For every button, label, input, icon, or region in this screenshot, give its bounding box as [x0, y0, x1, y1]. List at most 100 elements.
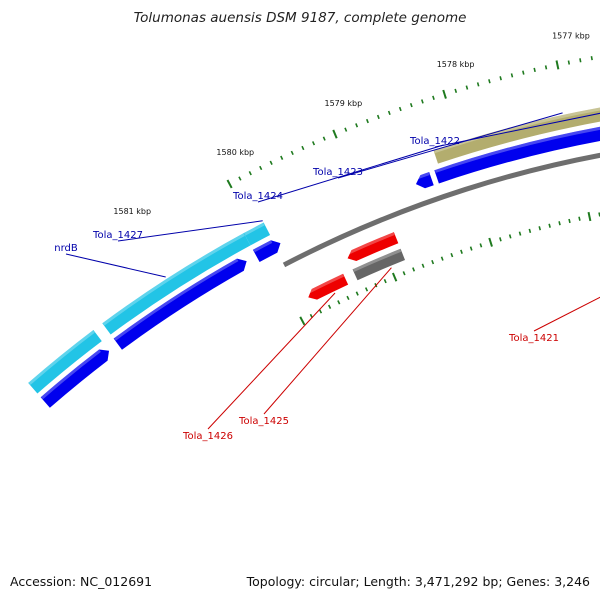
- feature-highlight: [352, 248, 402, 272]
- gene-label-leader: [207, 292, 336, 430]
- feature-highlight: [305, 273, 344, 295]
- scale-label: 1577 kbp: [552, 32, 590, 41]
- cds-arrow[interactable]: [252, 240, 281, 263]
- scale-tick: [280, 155, 284, 160]
- scale-label: 1581 kbp: [113, 207, 151, 216]
- scale-tick: [421, 263, 425, 268]
- feature-highlight: [102, 233, 245, 326]
- feature-track: [28, 107, 600, 408]
- feature-highlight: [244, 222, 265, 236]
- feature-highlight: [253, 240, 273, 253]
- gene-label-leader: [257, 144, 444, 203]
- scale-label: 1580 kbp: [216, 148, 254, 157]
- scale-tick: [376, 114, 380, 120]
- scale-tick: [355, 291, 359, 296]
- scale-tick: [499, 237, 502, 242]
- scale-tick: [383, 278, 387, 284]
- cds-arrow[interactable]: [415, 171, 434, 189]
- scale-tick: [337, 300, 341, 305]
- gene-label[interactable]: nrdB: [54, 243, 78, 254]
- scale-tick: [465, 85, 469, 90]
- gene-block[interactable]: [352, 248, 406, 281]
- scale-tick: [412, 267, 416, 272]
- feature-highlight: [40, 349, 101, 400]
- feature-highlight: [433, 107, 600, 154]
- scale-tick: [398, 106, 402, 112]
- gene-label[interactable]: Tola_1421: [508, 333, 559, 344]
- gene-block[interactable]: [28, 329, 102, 394]
- cds-arrow[interactable]: [434, 114, 600, 184]
- scale-tick: [322, 136, 326, 141]
- gene-label[interactable]: Tola_1424: [232, 191, 283, 202]
- cds-arrow[interactable]: [308, 273, 349, 300]
- scale-tick: [387, 110, 391, 116]
- cds-arrow[interactable]: [347, 232, 399, 262]
- gene-label[interactable]: Tola_1426: [182, 431, 233, 442]
- scale-tick: [587, 211, 592, 222]
- feature-highlight: [113, 258, 239, 341]
- gene-label[interactable]: Tola_1427: [92, 230, 143, 241]
- scale-tick: [510, 73, 514, 78]
- scale-tick: [544, 65, 548, 70]
- scale-tick: [311, 141, 316, 146]
- scale-tick: [533, 67, 536, 73]
- scale-tick: [558, 221, 561, 226]
- scale-tick: [344, 127, 348, 132]
- scale-tick: [528, 228, 532, 234]
- genome-summary-text: Topology: circular; Length: 3,471,292 bp…: [246, 574, 590, 589]
- gene-label-leader: [434, 112, 600, 148]
- scale-tick: [259, 165, 263, 171]
- scale-tick: [522, 70, 525, 75]
- scale-tick: [432, 95, 435, 100]
- scale-tick: [355, 123, 359, 128]
- scale-tick: [567, 60, 571, 65]
- gene-label[interactable]: Tola_1423: [312, 167, 363, 178]
- scale-tick: [299, 316, 306, 326]
- scale-tick: [442, 89, 447, 99]
- gene-label-leader: [117, 220, 263, 242]
- scale-tick: [431, 259, 435, 265]
- scale-tick: [226, 179, 233, 189]
- scale-tick: [590, 56, 593, 61]
- gene-label[interactable]: Tola_1425: [238, 416, 289, 427]
- scale-tick: [332, 129, 338, 139]
- scale-tick: [450, 253, 454, 258]
- scale-tick: [508, 234, 512, 239]
- gene-block[interactable]: [102, 233, 251, 335]
- scale-tick: [364, 287, 369, 292]
- scale-tick: [327, 304, 332, 309]
- scale-ticks-outer: [226, 56, 593, 189]
- scale-tick: [290, 150, 294, 156]
- scale-tick: [548, 223, 551, 228]
- map-title: Tolumonas auensis DSM 9187, complete gen…: [133, 10, 467, 26]
- scale-tick: [518, 231, 522, 236]
- cds-arrow[interactable]: [40, 349, 110, 408]
- feature-highlight: [434, 126, 600, 173]
- scale-label: 1578 kbp: [437, 60, 475, 69]
- accession-text: Accession: NC_012691: [10, 574, 153, 589]
- gene-block[interactable]: [243, 222, 271, 246]
- scale-tick: [248, 171, 252, 176]
- scale-tick: [409, 102, 413, 108]
- scale-tick: [578, 216, 581, 221]
- feature-highlight: [413, 172, 430, 181]
- scale-tick: [391, 272, 398, 282]
- gene-labels: nrdB Tola_1427 Tola_1424 Tola_1423 Tola_1422…: [54, 112, 600, 442]
- scale-tick: [420, 99, 424, 104]
- gene-label-leader: [533, 296, 600, 332]
- scale-tick: [301, 145, 305, 151]
- scale-tick: [499, 76, 502, 81]
- scale-tick: [346, 295, 350, 301]
- scale-tick: [555, 60, 560, 70]
- gene-label[interactable]: Tola_1422: [409, 136, 460, 147]
- gene-label-leader: [263, 267, 392, 415]
- feature-highlight: [28, 330, 95, 385]
- scale-label: 1579 kbp: [325, 99, 363, 108]
- scale-tick: [402, 271, 406, 276]
- cds-arrow[interactable]: [113, 258, 247, 350]
- scale-ticks-inner: [299, 211, 600, 326]
- scale-tick: [488, 237, 493, 247]
- scale-tick: [460, 249, 463, 254]
